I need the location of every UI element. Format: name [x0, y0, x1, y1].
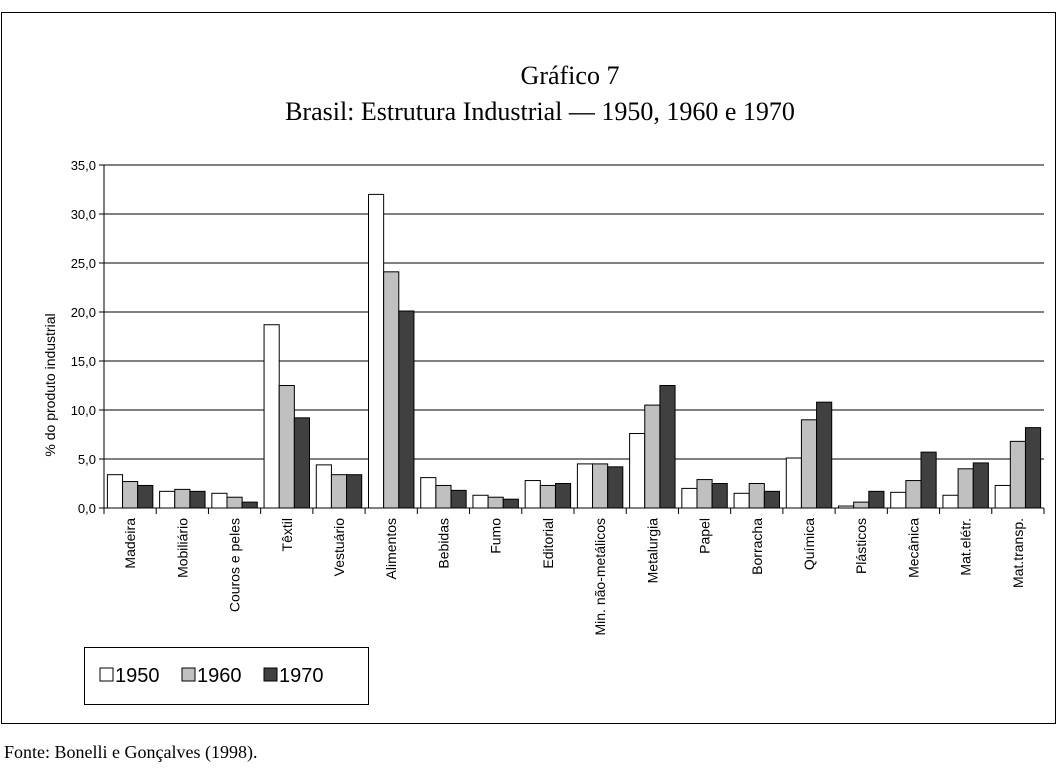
y-tick-label: 35,0	[71, 158, 96, 173]
bar	[137, 484, 154, 509]
y-tick-label: 0,0	[78, 501, 96, 516]
bar	[278, 385, 295, 509]
y-tick-label: 25,0	[71, 256, 96, 271]
bar	[346, 474, 363, 509]
bar	[368, 193, 385, 509]
chart-frame	[1, 12, 1056, 724]
y-tick-label: 20,0	[71, 305, 96, 320]
bar	[763, 490, 780, 509]
bar	[972, 462, 989, 509]
bar	[816, 401, 833, 509]
bar	[1009, 440, 1026, 509]
bar	[383, 271, 400, 509]
bar	[733, 492, 750, 509]
bar	[539, 484, 556, 509]
bar	[785, 457, 802, 509]
y-axis-label: % do produto industrial	[42, 313, 58, 456]
chart-subtitle: Brasil: Estrutura Industrial — 1950, 196…	[285, 97, 795, 126]
bar	[226, 496, 243, 509]
x-tick-label: Bebidas	[435, 518, 451, 569]
bar	[890, 491, 907, 509]
bar	[957, 468, 974, 509]
bar	[263, 324, 280, 509]
bar	[629, 433, 646, 509]
bar	[398, 310, 415, 509]
source-note: Fonte: Bonelli e Gonçalves (1998).	[4, 742, 257, 763]
bar	[330, 474, 348, 509]
bar	[576, 463, 594, 509]
bar	[644, 404, 661, 509]
legend-swatch	[99, 667, 114, 682]
bar	[607, 466, 624, 509]
x-tick-label: Mat.transp.	[1010, 518, 1026, 588]
x-tick-label: Mobiliário	[174, 518, 190, 578]
bar	[838, 505, 855, 509]
bar	[592, 463, 609, 509]
bar	[241, 501, 258, 509]
bar	[748, 483, 765, 509]
bar	[1024, 427, 1042, 509]
x-tick-label: Química	[801, 518, 817, 570]
x-tick-label: Editorial	[540, 518, 556, 569]
chart-title: Gráfico 7	[521, 61, 620, 90]
x-tick-label: Madeira	[122, 518, 138, 569]
x-tick-label: Metalurgia	[644, 518, 660, 584]
legend-swatch	[263, 667, 278, 682]
bar	[293, 417, 310, 509]
y-tick-label: 10,0	[71, 403, 96, 418]
bar	[450, 489, 467, 509]
bar	[487, 496, 504, 509]
bar	[994, 484, 1011, 509]
legend-label: 1960	[197, 665, 242, 687]
bar	[920, 451, 937, 509]
bar	[174, 488, 191, 509]
legend-box	[84, 647, 369, 705]
bar	[800, 419, 818, 509]
bar	[435, 484, 452, 509]
legend-label: 1970	[279, 665, 324, 687]
x-tick-label: Mecânica	[905, 518, 921, 578]
bar	[502, 498, 519, 509]
bar	[189, 490, 206, 509]
bar	[315, 464, 332, 509]
x-tick-label: Couros e peles	[227, 518, 243, 612]
bar	[159, 490, 176, 509]
bar	[853, 501, 870, 509]
x-tick-label: Papel	[697, 518, 713, 554]
y-tick-label: 5,0	[78, 452, 96, 467]
x-tick-label: Min. não-metálicos	[592, 518, 608, 636]
bar	[711, 483, 728, 509]
bar	[472, 494, 489, 509]
bar	[554, 483, 572, 509]
bar	[696, 479, 713, 509]
bar	[122, 481, 139, 509]
bar	[211, 492, 228, 509]
bar	[106, 474, 124, 509]
x-tick-label: Fumo	[488, 518, 504, 554]
y-tick-label: 30,0	[71, 207, 96, 222]
bar	[524, 480, 541, 509]
x-tick-label: Borracha	[749, 518, 765, 575]
x-tick-label: Mat.elétr.	[958, 518, 974, 576]
x-tick-label: Alimentos	[383, 518, 399, 579]
legend-swatch	[181, 667, 196, 682]
bar	[942, 494, 959, 509]
bar	[659, 385, 676, 509]
x-tick-label: Plásticos	[853, 518, 869, 574]
legend-label: 1950	[115, 665, 160, 687]
bar	[868, 490, 885, 509]
y-tick-label: 15,0	[71, 354, 96, 369]
bar	[420, 477, 437, 509]
x-tick-label: Vestuário	[331, 518, 347, 577]
bar	[681, 487, 698, 509]
bar	[905, 480, 922, 509]
x-tick-label: Têxtil	[279, 518, 295, 551]
